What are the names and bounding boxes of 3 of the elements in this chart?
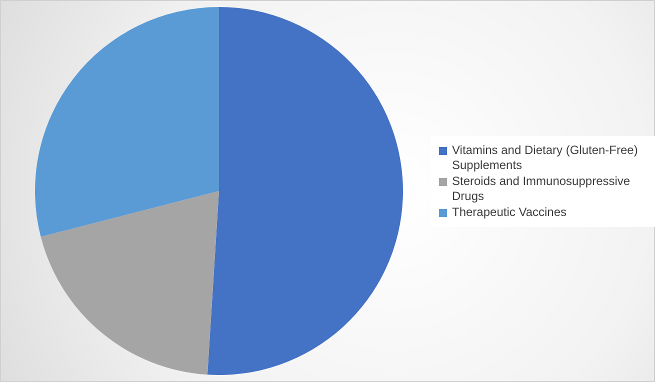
legend-label: Therapeutic Vaccines xyxy=(452,205,567,220)
legend-label: Steroids and Immunosuppressive Drugs xyxy=(452,174,632,204)
legend-label: Vitamins and Dietary (Gluten-Free) Supplements xyxy=(452,143,639,173)
